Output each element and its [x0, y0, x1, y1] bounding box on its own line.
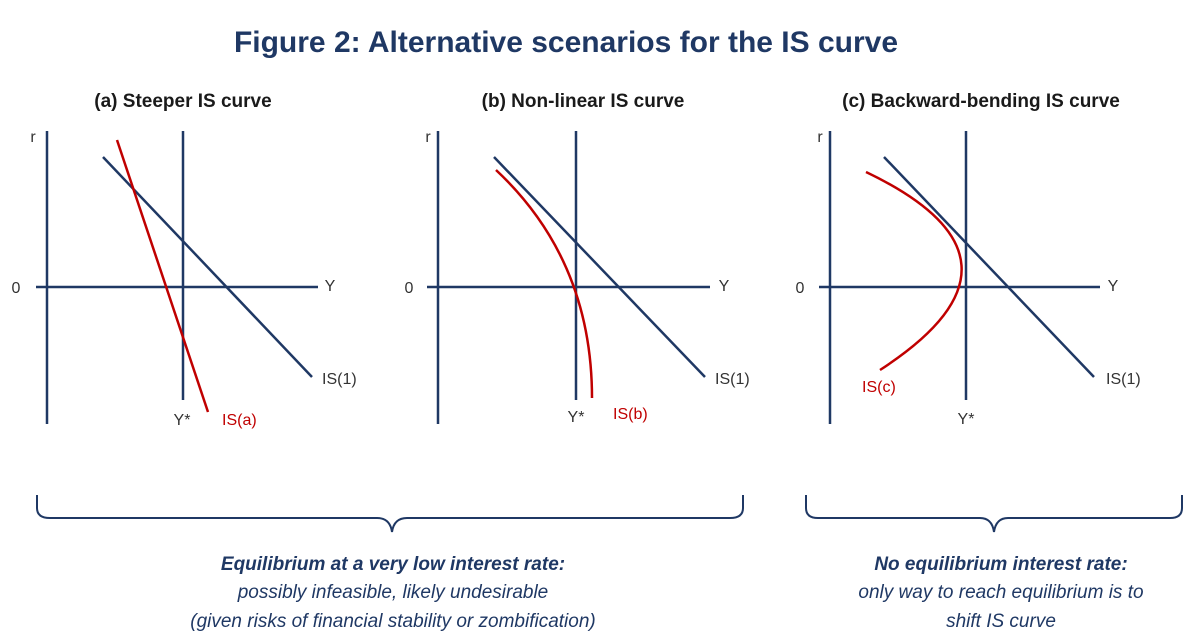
ystar-label: Y*: [174, 412, 191, 429]
is1-label: IS(1): [1106, 371, 1141, 388]
caption-line: only way to reach equilibrium is to: [858, 582, 1143, 603]
r-axis-label: r: [30, 129, 36, 146]
caption-heading: Equilibrium at a very low interest rate:: [221, 554, 565, 575]
is1-curve: [102, 156, 313, 378]
caption-heading: No equilibrium interest rate:: [874, 554, 1127, 575]
panel-title: (c) Backward-bending IS curve: [842, 91, 1120, 112]
origin-label: 0: [796, 280, 805, 297]
caption-line: shift IS curve: [946, 611, 1056, 632]
panel-a: (a) Steeper IS curve r 0 Y Y* IS(1) IS(a…: [12, 91, 357, 429]
caption-line: (given risks of financial stability or z…: [190, 611, 596, 632]
ystar-label: Y*: [958, 411, 975, 428]
is-a-curve: [115, 139, 210, 413]
ystar-label: Y*: [568, 409, 585, 426]
panel-b: (b) Non-linear IS curve r 0 Y Y* IS(1) I…: [405, 91, 750, 426]
y-axis-label: Y: [1108, 278, 1119, 295]
is-c-label: IS(c): [862, 379, 896, 396]
panel-title: (b) Non-linear IS curve: [482, 91, 685, 112]
panel-title: (a) Steeper IS curve: [94, 91, 271, 112]
origin-label: 0: [12, 280, 21, 297]
r-axis-label: r: [425, 129, 431, 146]
panel-c: (c) Backward-bending IS curve r 0 Y Y* I…: [796, 91, 1141, 428]
y-axis-label: Y: [719, 278, 730, 295]
is1-label: IS(1): [715, 371, 750, 388]
figure-title: Figure 2: Alternative scenarios for the …: [234, 26, 898, 59]
caption-right: No equilibrium interest rate: only way t…: [858, 554, 1143, 632]
is1-curve: [883, 156, 1095, 378]
is-b-label: IS(b): [613, 406, 648, 423]
caption-left: Equilibrium at a very low interest rate:…: [190, 554, 596, 632]
caption-line: possibly infeasible, likely undesirable: [237, 582, 549, 603]
origin-label: 0: [405, 280, 414, 297]
left-brace: [36, 495, 744, 533]
is-c-curve: [865, 170, 963, 372]
r-axis-label: r: [817, 129, 823, 146]
right-brace: [805, 495, 1183, 533]
y-axis-label: Y: [325, 278, 336, 295]
is1-curve: [493, 156, 706, 378]
is1-label: IS(1): [322, 371, 357, 388]
is-a-label: IS(a): [222, 412, 257, 429]
is-b-curve: [495, 169, 594, 399]
